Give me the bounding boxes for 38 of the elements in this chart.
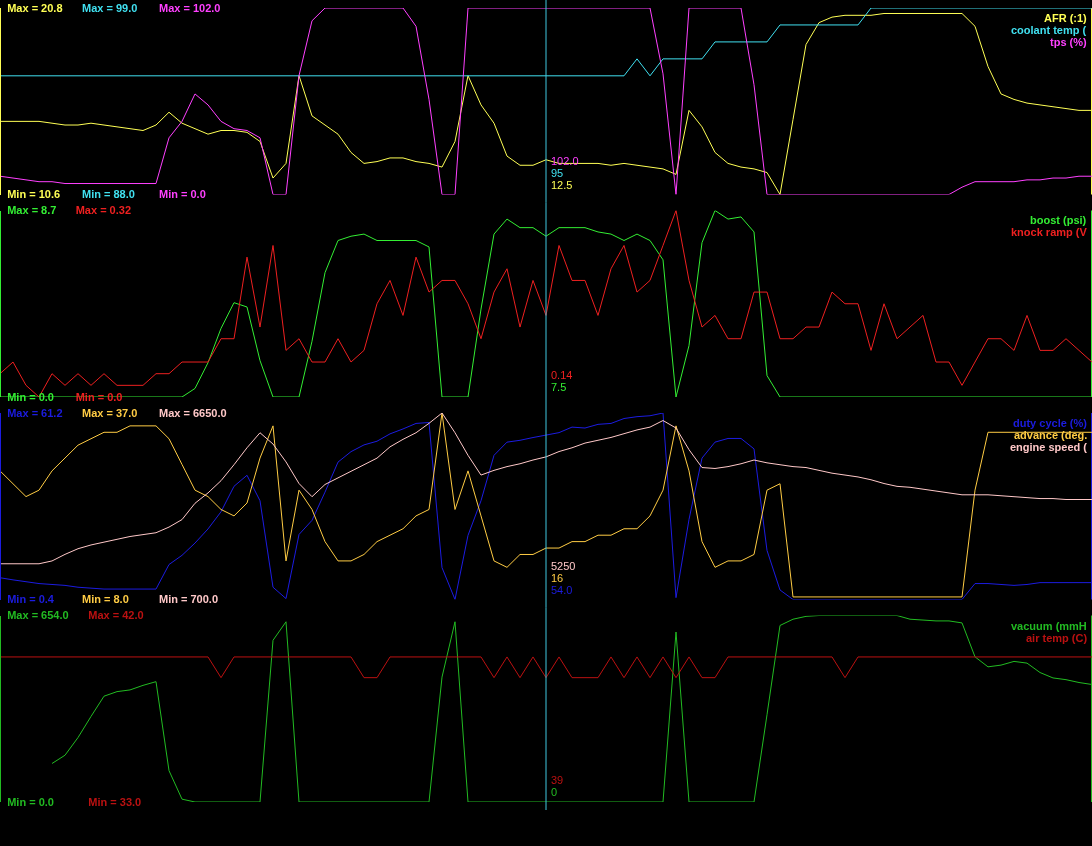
y2-tick-label: Min = 8.0 xyxy=(82,593,129,606)
y3-tick-label: Max = 6650.0 xyxy=(159,406,227,419)
text: tps (%) xyxy=(1050,36,1087,48)
text: vacuum (mmH xyxy=(1011,620,1087,632)
y2-tick-label: Max = 99.0 xyxy=(82,1,138,14)
y2-tick-label: Min = 88.0 xyxy=(82,188,135,201)
annotation: 39 xyxy=(551,774,564,786)
annotation: 0 xyxy=(551,786,558,798)
y-tick-label: Max = 61.2 xyxy=(7,406,63,419)
y-tick-label: Min = 10.6 xyxy=(7,188,61,201)
text: AFR (:1) xyxy=(1044,12,1088,24)
y3-tick-label: Min = 0.0 xyxy=(159,188,206,201)
y-tick-label: Min = 0.0 xyxy=(7,390,54,403)
y3-tick-label: Min = 700.0 xyxy=(159,593,219,606)
text: duty cycle (%) xyxy=(1013,417,1088,429)
annotation: 54.0 xyxy=(551,584,573,596)
y-tick-label: Min = 0.4 xyxy=(7,593,55,606)
annotation: 7.5 xyxy=(551,381,567,393)
text: engine speed ( xyxy=(1010,441,1088,453)
y2-tick-label: Max = 42.0 xyxy=(88,609,144,622)
annotation: 12.5 xyxy=(551,179,573,191)
y-tick-label: Max = 654.0 xyxy=(7,609,69,622)
y3-tick-label: Max = 102.0 xyxy=(159,1,221,14)
y-tick-label: Max = 20.8 xyxy=(7,1,63,14)
series-label: coolant temp ( xyxy=(1011,24,1087,36)
annotation: 16 xyxy=(551,572,564,584)
y2-tick-label: Min = 0.0 xyxy=(75,390,123,403)
annotation: 5250 xyxy=(551,560,576,572)
y2-tick-label: Max = 0.32 xyxy=(75,204,132,217)
series-label: air temp (C) xyxy=(1026,632,1088,644)
annotation: 0.14 xyxy=(551,369,573,381)
y-tick-label: Max = 8.7 xyxy=(7,204,57,217)
y-tick-label: Min = 0.0 xyxy=(7,795,54,808)
y2-tick-label: Max = 37.0 xyxy=(82,406,138,419)
annotation: 95 xyxy=(551,167,564,179)
y2-tick-label: Min = 33.0 xyxy=(88,795,142,808)
text: boost (psi) xyxy=(1030,214,1087,226)
text: knock ramp (V xyxy=(1011,226,1088,238)
